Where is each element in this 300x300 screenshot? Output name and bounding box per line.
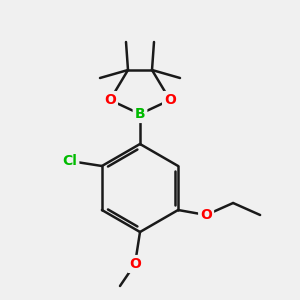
Text: O: O [129,257,141,271]
Text: O: O [164,93,176,107]
Text: Cl: Cl [62,154,77,168]
Text: O: O [200,208,212,222]
Text: O: O [104,93,116,107]
Text: B: B [135,107,145,121]
